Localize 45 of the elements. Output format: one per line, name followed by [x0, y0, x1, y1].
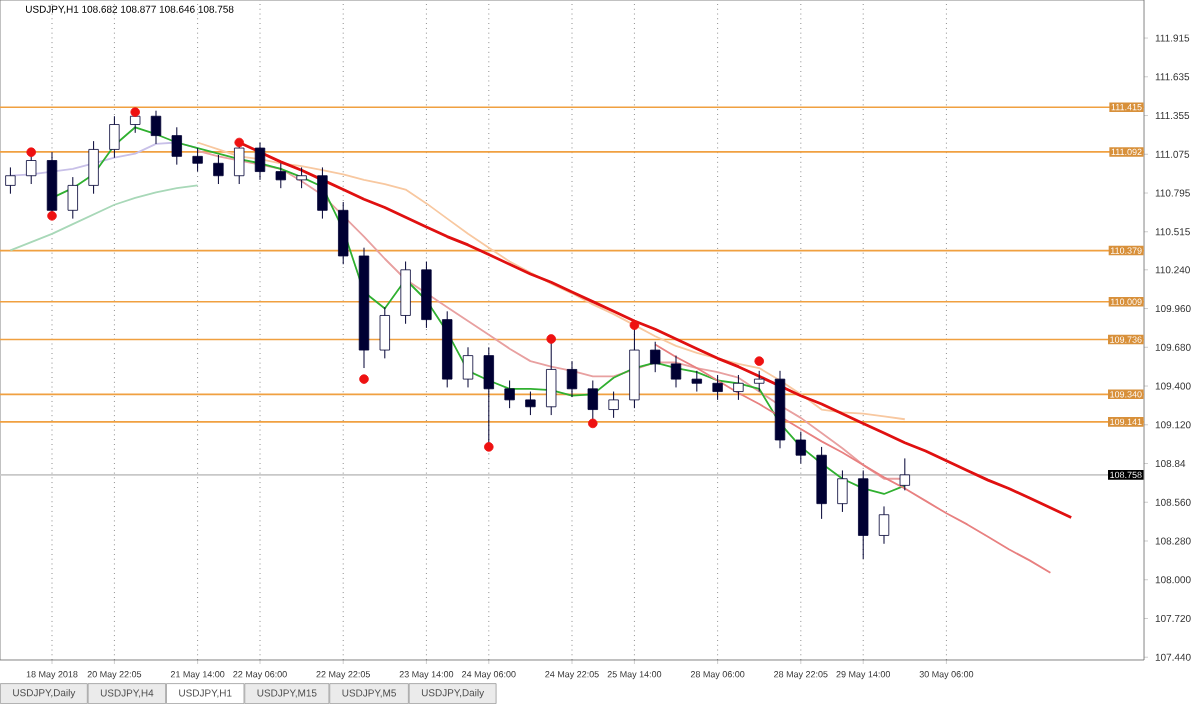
point — [234, 137, 244, 148]
candlestick — [733, 374, 744, 401]
candlestick — [130, 108, 141, 134]
candlestick — [691, 370, 702, 393]
point — [546, 334, 556, 344]
candlestick — [88, 140, 99, 195]
candlestick — [254, 142, 266, 181]
candlestick — [483, 346, 494, 448]
candlestick — [5, 166, 16, 195]
point — [588, 418, 598, 429]
candlestick — [296, 166, 307, 189]
candlestick — [150, 110, 162, 145]
candlestick — [338, 201, 349, 265]
candlestick — [109, 115, 120, 159]
candlestick — [899, 457, 910, 491]
candlestick — [192, 147, 203, 173]
point — [754, 356, 764, 366]
candlestick — [837, 469, 848, 513]
candlestick — [650, 341, 661, 373]
candlestick — [525, 391, 536, 416]
candlestick — [795, 431, 806, 465]
candlestick — [504, 380, 515, 409]
candlestick — [317, 166, 328, 220]
candlestick — [878, 505, 890, 545]
point — [47, 211, 57, 221]
candlestick — [670, 355, 682, 388]
point — [484, 442, 494, 452]
candlestick — [754, 370, 765, 393]
candlestick — [26, 151, 37, 185]
candlestick — [213, 154, 224, 185]
candlestick — [712, 374, 723, 401]
candlestick — [275, 162, 286, 189]
candlestick — [546, 338, 557, 416]
candlestick — [462, 346, 474, 388]
candlestick — [67, 176, 78, 220]
point — [359, 374, 369, 384]
point — [26, 147, 36, 157]
candlestick — [566, 360, 578, 398]
candlestick — [400, 261, 411, 325]
candlestick — [171, 126, 182, 166]
point — [130, 107, 140, 117]
candlestick — [608, 391, 619, 419]
point — [629, 320, 640, 330]
candlestick — [379, 306, 390, 359]
line-series — [196, 141, 906, 421]
